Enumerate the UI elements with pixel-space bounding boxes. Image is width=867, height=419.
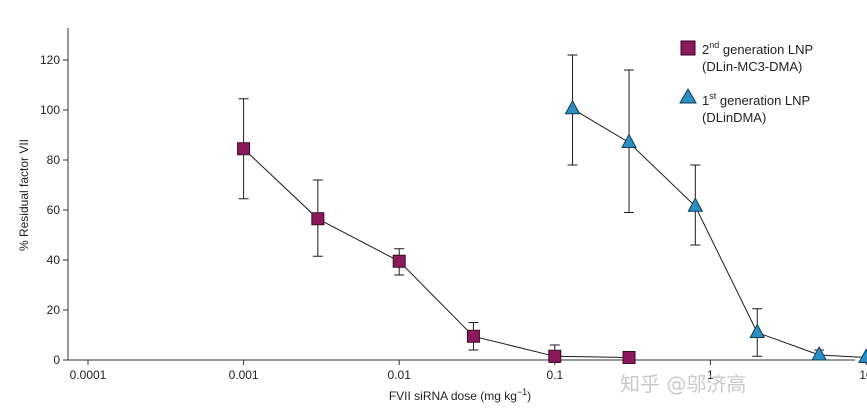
series-layer bbox=[237, 54, 867, 364]
series-line bbox=[572, 108, 867, 358]
x-tick-label: 0.001 bbox=[229, 368, 259, 382]
x-tick-label: 0.01 bbox=[388, 368, 412, 382]
data-point-triangle bbox=[564, 99, 581, 115]
series-line bbox=[243, 148, 630, 358]
x-axis-title: FVII siRNA dose (mg kg−1) bbox=[389, 387, 531, 403]
data-point-triangle bbox=[621, 133, 637, 148]
y-tick-label: 80 bbox=[47, 153, 61, 167]
data-point-square bbox=[622, 351, 636, 364]
data-point-triangle bbox=[687, 197, 704, 212]
y-tick-label: 100 bbox=[40, 103, 60, 117]
series-2 bbox=[564, 54, 867, 363]
data-point-square bbox=[311, 212, 325, 226]
data-point-triangle bbox=[811, 345, 827, 361]
legend: 2nd generation LNP (DLin-MC3-DMA) 1st ge… bbox=[679, 40, 813, 125]
legend-triangle-marker bbox=[679, 87, 697, 104]
data-point-square bbox=[548, 349, 562, 363]
x-tick-label: 0.1 bbox=[546, 368, 563, 382]
y-axis-ticks: 0 20 40 60 80 100 120 bbox=[40, 53, 68, 367]
watermark-text: 知乎 @邬济高 bbox=[620, 372, 746, 396]
x-axis-title-close: ) bbox=[527, 389, 531, 403]
y-tick-label: 40 bbox=[47, 253, 61, 267]
data-point-square bbox=[392, 254, 406, 268]
legend-entry-2-line1: 1st generation LNP bbox=[702, 91, 810, 108]
x-tick-label: 1 bbox=[707, 368, 714, 382]
legend-entry-1-line2: (DLin-MC3-DMA) bbox=[702, 59, 802, 74]
legend-square-marker bbox=[680, 40, 696, 56]
y-axis-title: % Residual factor VII bbox=[17, 139, 31, 251]
x-tick-label: 10 bbox=[859, 368, 867, 382]
y-tick-label: 60 bbox=[47, 203, 61, 217]
y-tick-label: 20 bbox=[47, 303, 61, 317]
data-point-triangle bbox=[858, 348, 867, 363]
data-point-square bbox=[237, 142, 251, 156]
x-axis-title-exponent: −1 bbox=[517, 387, 527, 397]
series-1 bbox=[237, 98, 636, 364]
legend-entry-1-line1: 2nd generation LNP bbox=[702, 40, 813, 57]
data-point-triangle bbox=[749, 323, 766, 338]
legend-entry-2-line2: (DLinDMA) bbox=[702, 110, 766, 125]
y-tick-label: 120 bbox=[40, 53, 60, 67]
x-axis-ticks: 0.0001 0.001 0.01 0.1 1 10 bbox=[70, 360, 867, 382]
x-tick-label: 0.0001 bbox=[70, 368, 107, 382]
data-point-square bbox=[466, 329, 480, 343]
x-axis-title-text: FVII siRNA dose (mg kg bbox=[389, 389, 517, 403]
y-tick-label: 0 bbox=[53, 353, 60, 367]
